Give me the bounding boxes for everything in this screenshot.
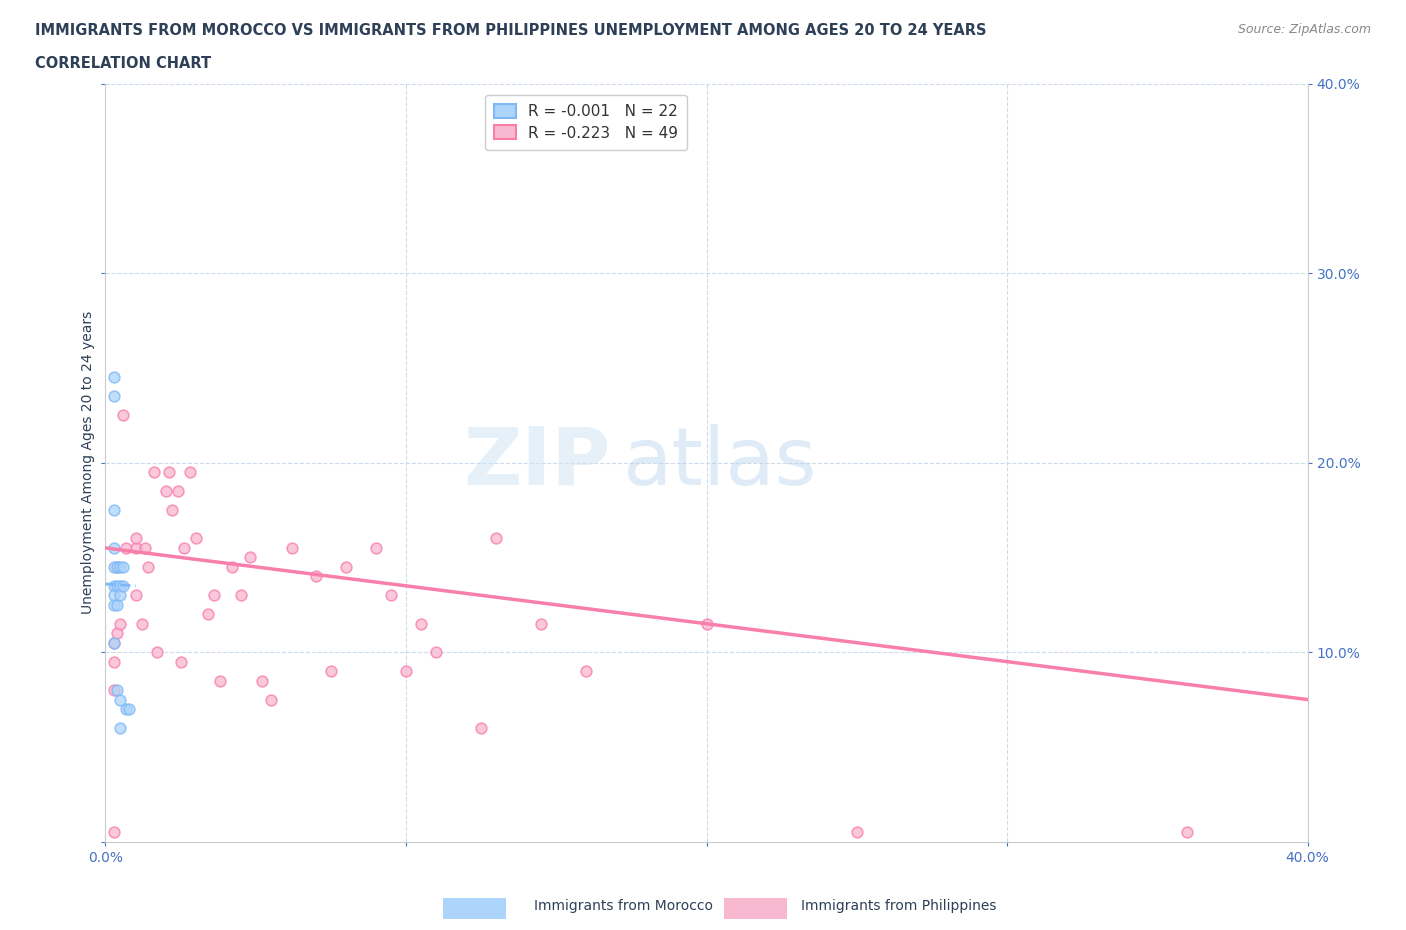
Point [380,588,402,603]
Text: Immigrants from Morocco: Immigrants from Morocco [534,898,713,913]
Point [1175,825,1198,840]
Point [202,588,225,603]
Point [112,578,135,593]
Point [103,502,125,517]
Point [107,578,129,593]
Point [103,389,125,404]
Point [110,721,132,736]
Text: CORRELATION CHART: CORRELATION CHART [35,56,211,71]
Point [221,560,243,575]
Y-axis label: Unemployment Among Ages 20 to 24 years: Unemployment Among Ages 20 to 24 years [82,311,96,615]
Point [425,644,447,659]
Point [103,560,125,575]
Point [169,654,191,669]
Point [260,692,283,707]
Text: Source: ZipAtlas.com: Source: ZipAtlas.com [1237,23,1371,36]
Point [103,654,125,669]
Point [179,465,201,480]
Point [110,588,132,603]
Point [112,560,135,575]
Legend: R = -0.001   N = 22, R = -0.223   N = 49: R = -0.001 N = 22, R = -0.223 N = 49 [485,95,688,150]
Point [530,617,553,631]
Point [395,664,418,679]
Point [124,588,146,603]
Point [115,701,138,716]
Point [239,550,262,565]
Point [112,408,135,423]
Text: ZIP: ZIP [463,424,610,501]
Point [110,692,132,707]
Point [118,701,141,716]
Point [145,644,167,659]
FancyBboxPatch shape [427,895,522,923]
Point [136,560,159,575]
Point [110,578,132,593]
Point [107,683,129,698]
Point [470,721,492,736]
Point [305,569,328,584]
Point [485,531,508,546]
Point [184,531,207,546]
Point [160,502,183,517]
Point [103,825,125,840]
Point [155,484,177,498]
Point [124,531,146,546]
Point [103,597,125,612]
Point [131,617,153,631]
Point [103,540,125,555]
Point [103,635,125,650]
Point [103,588,125,603]
Point [157,465,180,480]
Point [110,617,132,631]
Point [281,540,304,555]
Point [208,673,231,688]
Point [107,560,129,575]
Point [845,825,868,840]
FancyBboxPatch shape [709,895,803,923]
Point [103,578,125,593]
Point [107,626,129,641]
Point [107,597,129,612]
Point [142,465,165,480]
Point [173,540,195,555]
Point [696,617,718,631]
Point [110,560,132,575]
Point [124,540,146,555]
Point [335,560,357,575]
Text: Immigrants from Philippines: Immigrants from Philippines [801,898,997,913]
Point [103,635,125,650]
Text: IMMIGRANTS FROM MOROCCO VS IMMIGRANTS FROM PHILIPPINES UNEMPLOYMENT AMONG AGES 2: IMMIGRANTS FROM MOROCCO VS IMMIGRANTS FR… [35,23,987,38]
Point [103,370,125,385]
Point [229,588,252,603]
Point [409,617,432,631]
Point [134,540,156,555]
Point [107,560,129,575]
Point [250,673,273,688]
Point [166,484,188,498]
Text: atlas: atlas [623,424,817,501]
Point [364,540,387,555]
Point [575,664,598,679]
Point [103,683,125,698]
Point [319,664,342,679]
Point [115,540,138,555]
Point [197,607,219,622]
